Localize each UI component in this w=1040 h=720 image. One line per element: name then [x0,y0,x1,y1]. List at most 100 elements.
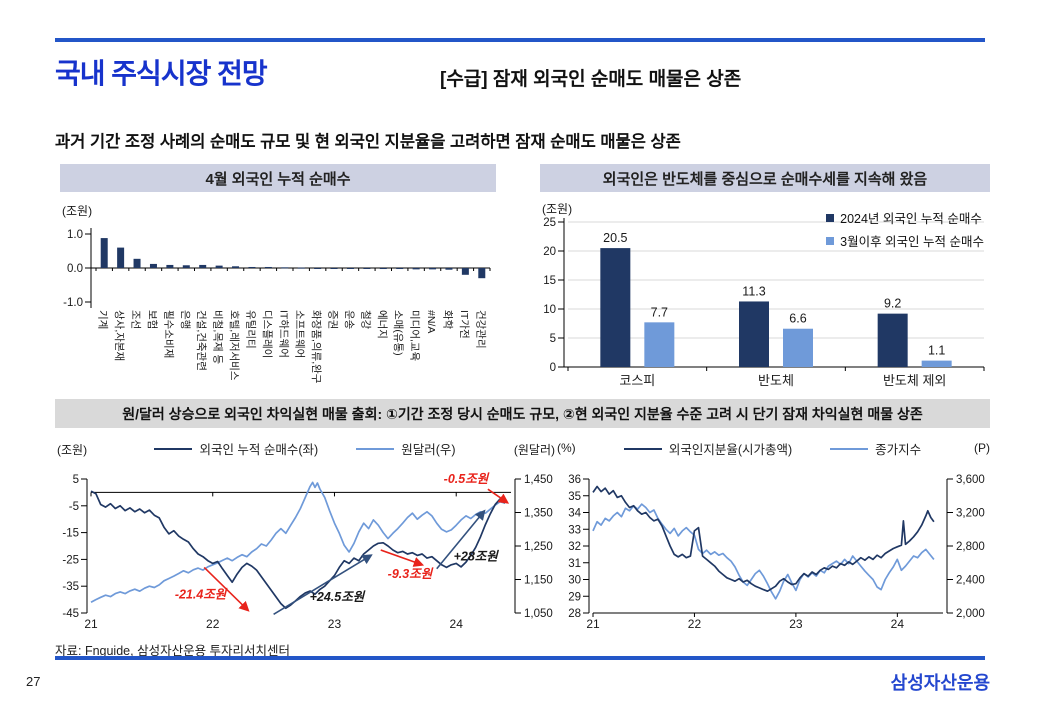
tick-label: 29 [568,591,581,603]
bar [600,248,631,367]
legend-label: 외국인 누적 순매수(좌) [199,443,319,457]
tick-label: 10 [543,304,556,316]
bar [281,267,289,269]
page-subtitle: [수급] 잠재 외국인 순매도 매물은 상존 [440,69,742,90]
series-line [592,503,935,600]
category-label: 화학 [441,310,453,330]
category-label: 디스플레이 [261,310,273,358]
lede-text: 과거 기간 조정 사례의 순매도 규모 및 현 외국인 지분율을 고려하면 잠재… [55,133,681,151]
series-marker [826,213,835,222]
value-label: 11.3 [742,284,765,298]
tick-label: -25 [62,554,79,566]
legend: 2024년 외국인 누적 순매수 3월이후 외국인 누적 순매수 [826,208,984,254]
bar [199,264,207,268]
series-line-marker [356,447,395,450]
chart-kospi-semiconductor: 0 5 10 15 20 25 코스피 20.5 7.7 반도체 11.3 6.6 반도체 제외 9.2 1… [540,196,990,408]
bar [346,268,354,269]
tick-label: 2,400 [956,575,985,587]
tick-label: 36 [568,474,581,486]
chart-header-april-netbuy: 4월 외국인 누적 순매수 [60,164,496,192]
tick-label: 20 [543,246,556,258]
x-tick-label: 22 [206,617,220,631]
legend-item: 3월이후 외국인 누적 순매수 [826,231,984,250]
category-label: 소프트웨어 [294,310,306,358]
bar [149,263,157,268]
bar [396,268,404,270]
bar [166,264,174,268]
category-label: 은행 [179,310,191,329]
tick-label: 5 [73,474,79,486]
category-label: 조선 [130,310,142,329]
tick-label: 25 [543,217,556,229]
x-tick-label: 23 [328,617,342,631]
series-line [592,485,935,593]
bar [133,258,141,268]
chart-ownership-kospi: (%) 외국인지분율(시가총액) 종가지수 (P) 36 35 34 33 32 31 30… [555,438,990,645]
annotation-arrow [380,549,425,567]
tick-label: 31 [568,558,581,570]
tick-label: 15 [543,275,556,287]
category-label: 비철,목재 등 [212,310,224,364]
tick-label: 0 [550,362,556,374]
bar [297,267,305,269]
bar [314,268,322,269]
legend-item: 외국인지분율(시가총액) [623,439,792,458]
tick-label: 3,600 [956,474,985,486]
value-label: 6.6 [789,312,806,326]
category-label: 상사,자본재 [113,310,125,361]
bar [783,328,813,367]
tick-label: 0.0 [67,263,83,275]
category-label: 반도체 제외 [883,373,946,388]
annotation-arrow [203,566,250,612]
bar [215,265,223,268]
category-label: 반도체 [758,373,794,388]
bar [330,268,338,269]
bar [117,247,125,268]
value-label: 9.2 [884,297,901,311]
category-label: 증권 [327,310,339,329]
bar [877,313,908,367]
bar [100,238,108,268]
tick-label: 35 [568,491,581,503]
category-label: 소매(유통) [392,310,404,356]
category-label: 에너지 [376,310,388,339]
tick-label: 5 [550,333,556,345]
dual-axis-line-chart-svg: 36 35 34 33 32 31 30 29 28 3,600 3,200 2,800 2,400 2,… [568,474,985,631]
tick-label: 34 [568,508,581,520]
bar [445,268,453,270]
annotation-arrow [487,488,510,504]
legend-label: 3월이후 외국인 누적 순매수 [840,235,984,249]
value-label: 20.5 [603,231,627,245]
tick-label: 30 [568,575,581,587]
legend: (조원) 외국인 누적 순매수(좌) 원달러(우) (원달러) [55,438,555,459]
page-number: 27 [26,674,41,689]
tick-label: 1,350 [524,508,553,520]
tick-label: 32 [568,541,581,553]
left-axis-unit: (조원) [62,204,93,218]
tick-label: 1,450 [524,474,553,486]
category-label: 기계 [97,310,109,329]
x-tick-label: 24 [450,617,464,631]
bar [739,301,769,367]
bar [429,268,437,270]
legend-label: 원달러(우) [401,443,456,457]
category-label: IT가전 [458,310,470,339]
bar [379,268,387,270]
legend-item: 종가지수 [830,439,921,458]
top-rule [55,38,985,42]
legend-label: 종가지수 [875,443,922,457]
legend-item: 원달러(우) [356,439,456,458]
tick-label: -35 [62,581,79,593]
tick-label: 3,200 [956,508,985,520]
left-axis-unit: (%) [557,441,576,455]
series-line-marker [830,447,869,450]
left-axis-unit: (조원) [57,443,88,457]
category-label: 보험 [146,310,158,329]
bar [232,266,240,268]
series-line [90,490,506,610]
tick-label: -1.0 [63,297,83,309]
value-label: 7.7 [651,305,668,319]
tick-label: 2,000 [956,608,985,620]
bar [412,268,420,270]
x-tick-label: 21 [84,617,98,631]
